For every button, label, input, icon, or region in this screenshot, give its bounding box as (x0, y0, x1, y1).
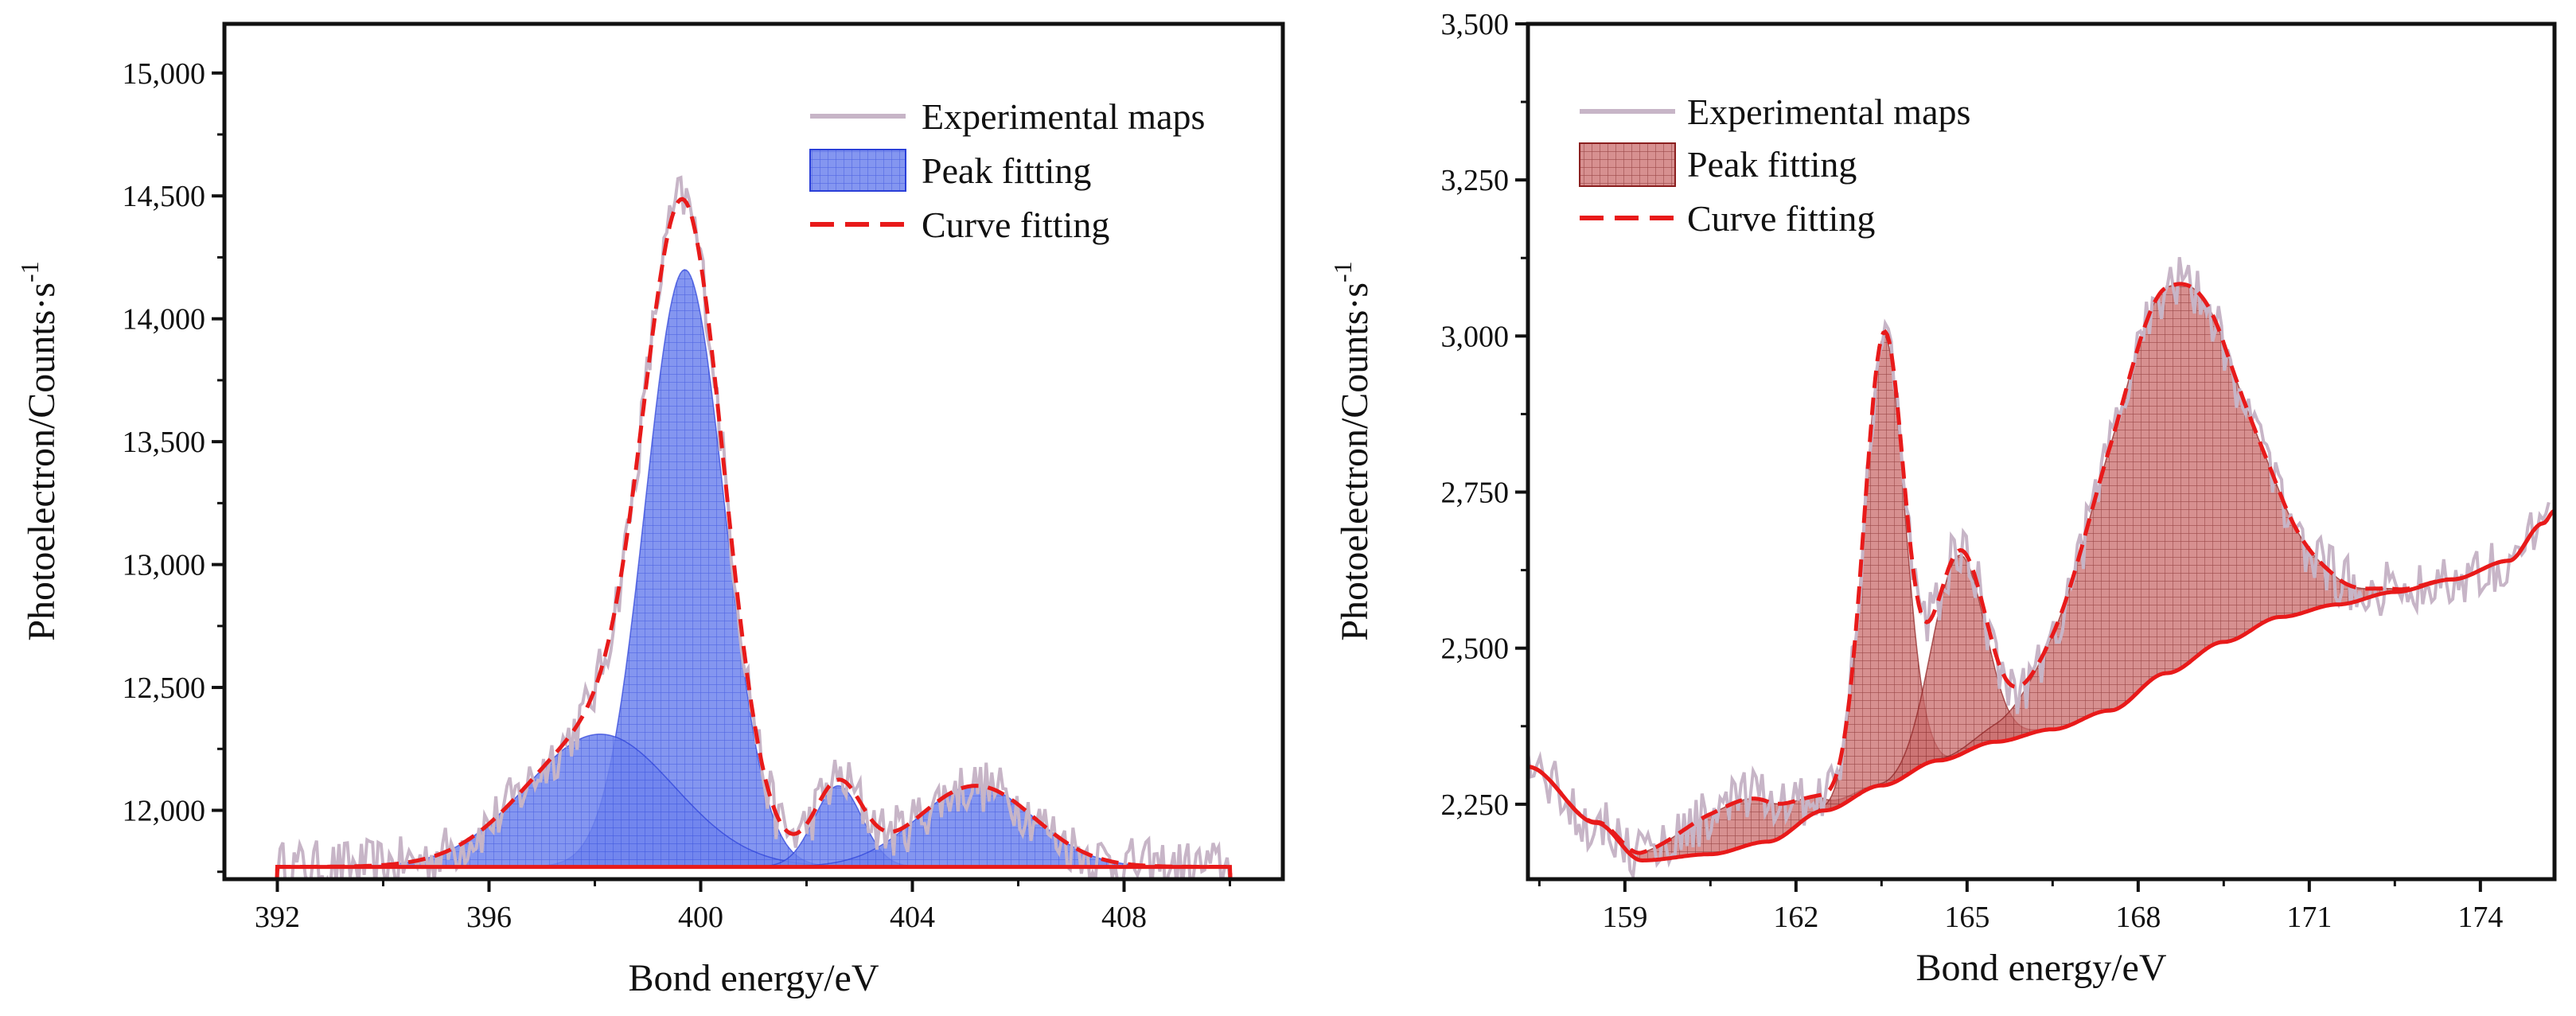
experimental-line (275, 175, 1232, 879)
right-legend: Experimental maps Peak fitting Curve fit… (1579, 91, 1970, 239)
right-x-axis: 159 162 165 168 171 174 (1537, 879, 2503, 934)
right-x-axis-title: Bond energy/eV (1915, 947, 2166, 989)
experimental-line (1528, 257, 2551, 879)
x-tick-label: 404 (890, 901, 935, 934)
right-y-axis-title: Photoelectron/Counts·s-1 (1328, 261, 1376, 640)
x-tick-label: 159 (1602, 901, 1647, 934)
curve-fitting-line (1528, 282, 2555, 855)
left-y-axis-title: Photoelectron/Counts·s-1 (15, 261, 63, 640)
right-plot-area (1528, 257, 2555, 879)
left-y-axis: 12,000 12,500 13,000 13,500 14,000 14,500 15,0… (123, 57, 224, 874)
y-tick-label: 3,250 (1441, 164, 1510, 197)
left-plot-frame (222, 21, 1285, 882)
left-plot-area (275, 175, 1233, 879)
right-legend-peak-swatch (1579, 142, 1676, 187)
left-x-axis: 392 396 400 404 408 (255, 879, 1231, 934)
right-y-axis: 2,250 2,500 2,750 3,000 3,250 3,500 (1441, 8, 1528, 822)
left-legend-curve-label: Curve fitting (922, 204, 1109, 245)
y-tick-label: 12,000 (123, 795, 206, 828)
x-tick-label: 396 (466, 901, 512, 934)
x-tick-label: 171 (2286, 901, 2332, 934)
x-tick-label: 165 (1944, 901, 1989, 934)
y-tick-label: 12,500 (123, 671, 206, 705)
chart-right: 159 162 165 168 171 174 2,250 2,500 2,750 3,000 3… (1328, 8, 2557, 989)
x-tick-label: 168 (2115, 901, 2161, 934)
x-tick-label: 400 (678, 901, 723, 934)
right-legend-experimental-label: Experimental maps (1687, 91, 1970, 132)
right-legend-curve-label: Curve fitting (1687, 198, 1875, 239)
y-tick-label: 14,500 (123, 180, 206, 213)
left-legend-experimental-label: Experimental maps (922, 96, 1205, 137)
baseline-line (1528, 508, 2555, 863)
right-legend-peak-label: Peak fitting (1687, 144, 1857, 185)
x-tick-label: 408 (1101, 901, 1147, 934)
y-tick-label: 3,500 (1441, 8, 1510, 41)
y-tick-label: 15,000 (123, 57, 206, 91)
y-tick-label: 2,750 (1441, 477, 1510, 510)
y-tick-label: 2,500 (1441, 633, 1510, 666)
y-tick-label: 13,000 (123, 549, 206, 582)
curve-fitting-line (275, 197, 1233, 879)
right-plot-frame (1526, 21, 2557, 882)
left-legend: Experimental maps Peak fitting Curve fit… (809, 96, 1205, 245)
baseline-line (275, 865, 1233, 879)
y-tick-label: 14,000 (123, 303, 206, 337)
chart-left: 392 396 400 404 408 12,000 12,500 13,000 13,500… (15, 21, 1285, 999)
left-legend-peak-label: Peak fitting (922, 150, 1091, 191)
x-tick-label: 174 (2457, 901, 2503, 934)
left-legend-peak-swatch (809, 149, 906, 192)
x-tick-label: 392 (255, 901, 300, 934)
left-x-axis-title: Bond energy/eV (628, 957, 879, 999)
x-tick-label: 162 (1773, 901, 1818, 934)
y-tick-label: 3,000 (1441, 320, 1510, 353)
y-tick-label: 13,500 (123, 426, 206, 459)
y-tick-label: 2,250 (1441, 788, 1510, 822)
